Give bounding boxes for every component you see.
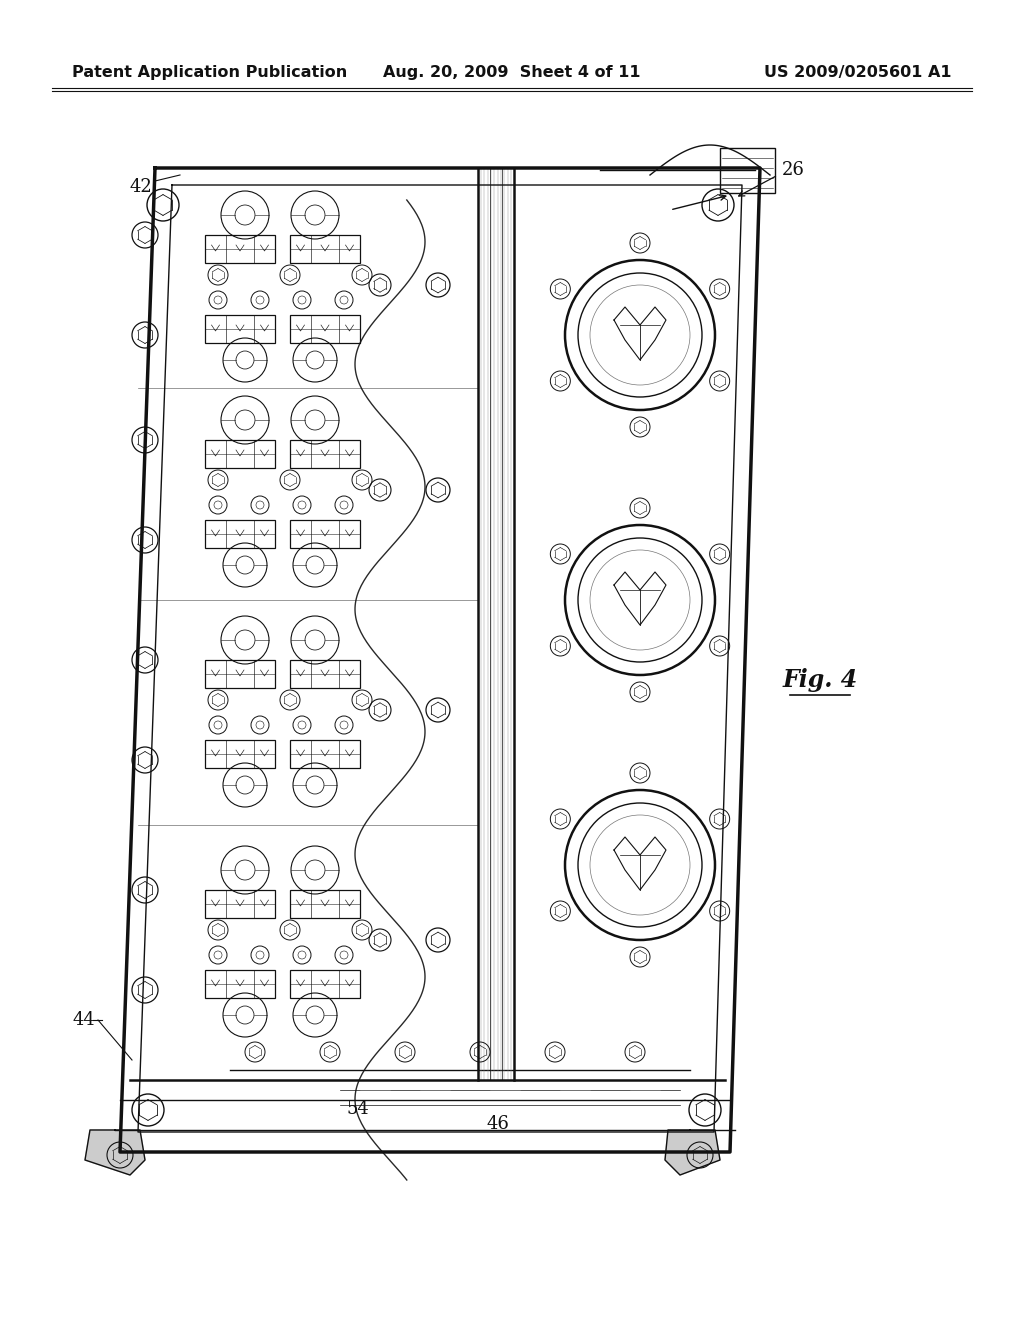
- Bar: [290, 235, 360, 263]
- Text: Patent Application Publication: Patent Application Publication: [72, 65, 347, 79]
- Bar: [205, 315, 275, 343]
- Bar: [290, 660, 360, 688]
- Text: 26: 26: [782, 161, 805, 180]
- Text: 42: 42: [129, 178, 152, 195]
- Bar: [205, 741, 275, 768]
- Bar: [720, 148, 775, 193]
- Text: Fig. 4: Fig. 4: [782, 668, 858, 692]
- Text: 46: 46: [486, 1115, 509, 1133]
- Bar: [205, 890, 275, 917]
- Bar: [290, 970, 360, 998]
- Bar: [290, 315, 360, 343]
- Bar: [290, 741, 360, 768]
- Polygon shape: [85, 1130, 145, 1175]
- Bar: [205, 660, 275, 688]
- Bar: [205, 970, 275, 998]
- Text: Aug. 20, 2009  Sheet 4 of 11: Aug. 20, 2009 Sheet 4 of 11: [383, 65, 641, 79]
- Text: US 2009/0205601 A1: US 2009/0205601 A1: [765, 65, 952, 79]
- Bar: [205, 440, 275, 469]
- Bar: [205, 520, 275, 548]
- Text: 44: 44: [73, 1011, 95, 1030]
- Bar: [205, 235, 275, 263]
- Text: 54: 54: [347, 1100, 370, 1118]
- Bar: [290, 440, 360, 469]
- Bar: [290, 520, 360, 548]
- Polygon shape: [665, 1130, 720, 1175]
- Bar: [290, 890, 360, 917]
